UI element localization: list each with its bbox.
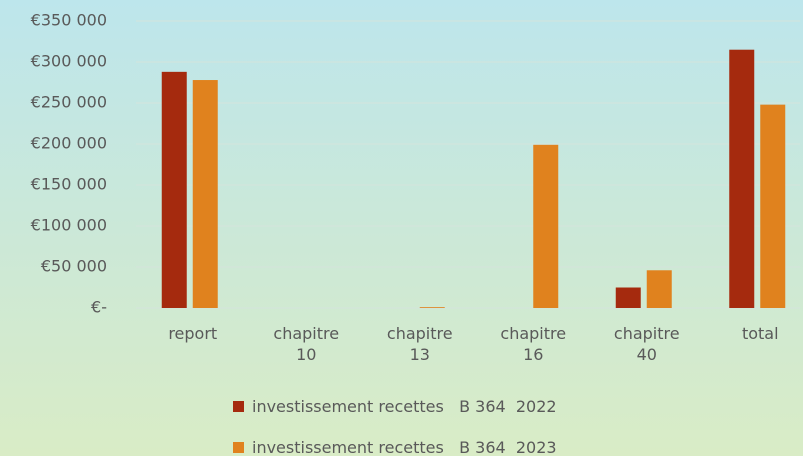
legend-item: investissement recettes B 364 2022 xyxy=(233,397,557,416)
bar xyxy=(419,307,445,308)
y-tick-label: €350 000 xyxy=(31,11,107,30)
legend-item: investissement recettes B 364 2023 xyxy=(233,438,557,456)
bar xyxy=(615,287,641,308)
y-tick-label: €300 000 xyxy=(31,52,107,71)
x-tick-label: chapitre 13 xyxy=(386,324,453,364)
x-tick-label: report xyxy=(168,324,218,343)
x-tick-label: chapitre 10 xyxy=(273,324,340,364)
bar xyxy=(533,144,559,308)
y-tick-label: €100 000 xyxy=(31,216,107,235)
y-tick-label: €- xyxy=(91,298,107,317)
legend-label: investissement recettes B 364 2023 xyxy=(252,438,557,456)
x-tick-label: total xyxy=(741,324,779,343)
y-tick-label: €150 000 xyxy=(31,175,107,194)
x-tick-label: chapitre 16 xyxy=(500,324,567,364)
bar xyxy=(729,49,755,308)
y-tick-label: €50 000 xyxy=(41,257,107,276)
bar xyxy=(646,270,672,308)
legend-swatch xyxy=(233,442,244,453)
legend-swatch xyxy=(233,401,244,412)
y-tick-label: €200 000 xyxy=(31,134,107,153)
y-tick-label: €250 000 xyxy=(31,93,107,112)
bar xyxy=(760,104,786,308)
bar xyxy=(192,80,218,308)
x-tick-label: chapitre 40 xyxy=(613,324,680,364)
legend-label: investissement recettes B 364 2022 xyxy=(252,397,557,416)
bar xyxy=(161,71,187,308)
